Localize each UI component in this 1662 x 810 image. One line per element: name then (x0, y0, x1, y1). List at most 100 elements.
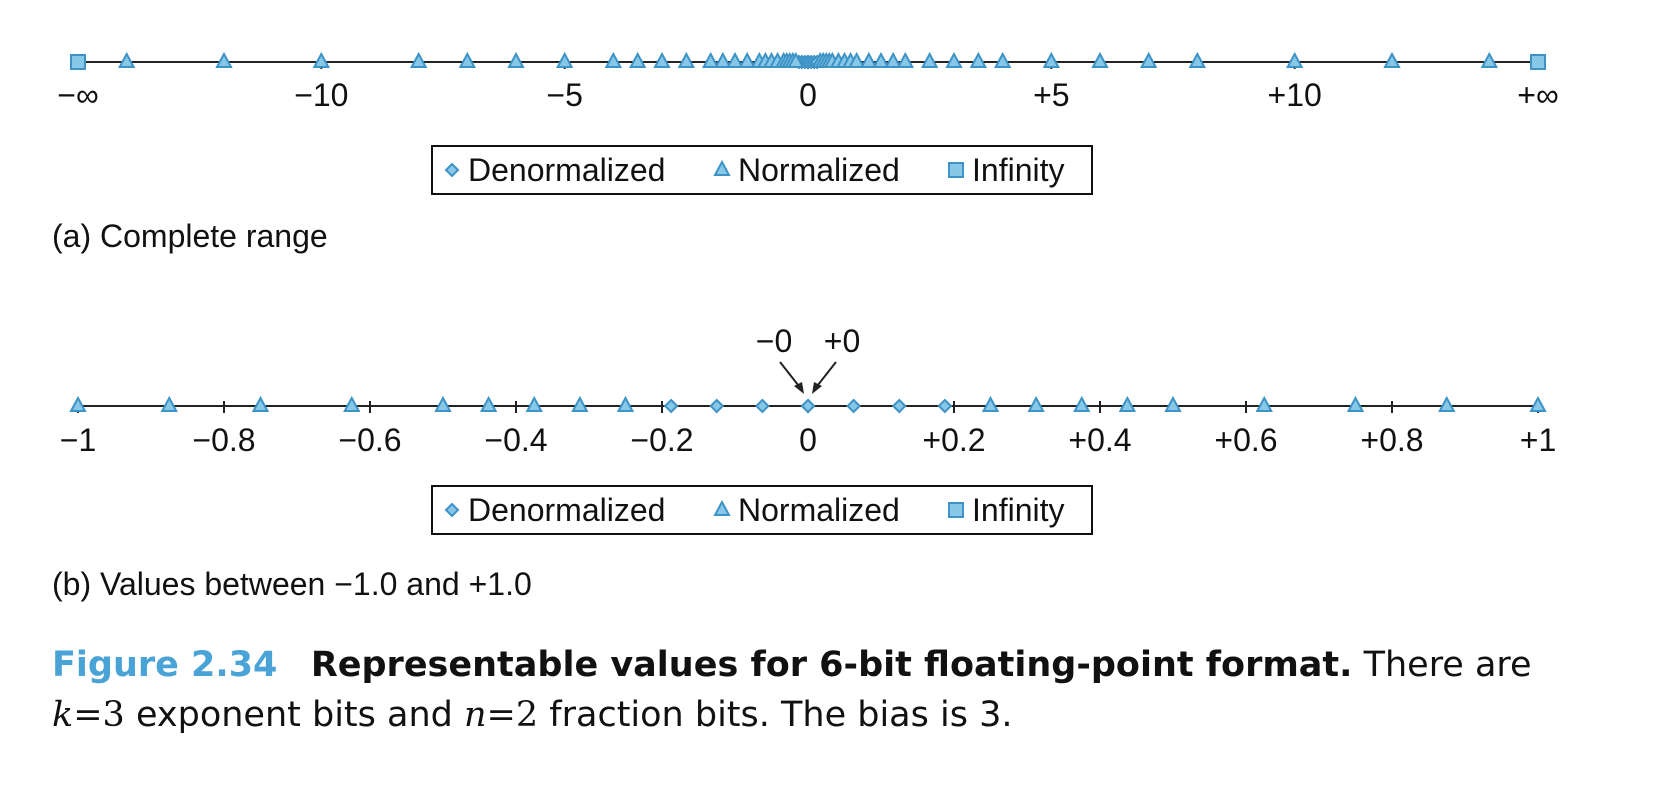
equals-n: = (486, 695, 516, 735)
caption-text-2: exponent bits and (135, 695, 453, 735)
normalized-point (604, 51, 623, 68)
legend-normalized-marker (713, 499, 731, 516)
caption-text-3: fraction bits. The bias is 3. (549, 695, 1013, 735)
legend-denormalized-label: Denormalized (468, 492, 665, 528)
var-k: k (52, 695, 74, 735)
normalized-point (1027, 395, 1045, 412)
legend-box (431, 485, 1093, 535)
infinity-point (1530, 54, 1546, 70)
normalized-point (1073, 395, 1091, 412)
caption-text-1: There are (1363, 645, 1532, 685)
normalized-point (479, 395, 498, 412)
tick-label: +1 (1520, 422, 1556, 458)
denormalized-point (891, 398, 907, 414)
normalized-point (117, 51, 136, 68)
chart-complete-range: −∞ −10 −5 0 +5 +10 +∞ Denormalized Normalized In… (57, 51, 1559, 195)
legend-normalized-label: Normalized (738, 152, 900, 188)
tick-label: +∞ (1517, 77, 1559, 113)
normalized-point (312, 51, 331, 68)
normalized-point (884, 51, 902, 68)
normalized-point (1139, 51, 1158, 68)
normalized-point (787, 51, 805, 68)
tick-label: −∞ (57, 77, 99, 113)
denormalized-point (754, 398, 770, 414)
normalized-point (860, 51, 878, 68)
tick-label: +5 (1033, 77, 1069, 113)
normalized-point (1255, 395, 1273, 412)
normalized-point (343, 395, 361, 412)
denormalized-point (800, 398, 816, 414)
tick-label: +10 (1268, 77, 1322, 113)
normalized-point (616, 395, 635, 412)
legend-denormalized-marker (444, 502, 460, 518)
var-n: n (464, 695, 487, 735)
normalized-point (726, 51, 744, 68)
legend-denormalized-marker (444, 162, 460, 178)
normalized-point (945, 51, 963, 68)
normalized-point (628, 51, 647, 68)
chart-unit-range: −1 −0.8 −0.6 −0.4 −0.2 0 +0.2 +0.4 +0.6 +0.8 +1 −0… (60, 323, 1556, 535)
normalized-point (969, 51, 988, 68)
normalized-point (1346, 395, 1365, 412)
normalized-point (555, 51, 574, 68)
denormalized-point (709, 398, 725, 414)
normalized-point (653, 51, 671, 68)
neg-zero-label: −0 (756, 323, 792, 359)
normalized-point (993, 51, 1012, 68)
tick-label: 0 (799, 422, 817, 458)
neg-zero-arrowhead (794, 382, 804, 394)
normalized-point (981, 395, 1000, 412)
marker-group-a (70, 51, 1546, 70)
tick-group-b: −1 −0.8 −0.6 −0.4 −0.2 0 +0.2 +0.4 +0.6 +0.8 +1 (60, 401, 1556, 458)
equals-k: = (73, 695, 103, 735)
figure-number: Figure 2.34 (52, 645, 278, 685)
normalized-point (1164, 395, 1182, 412)
zero-annotations: −0 +0 (756, 323, 860, 394)
tick-label: −0.4 (484, 422, 547, 458)
figure-title: Representable values for 6-bit floating-… (310, 645, 1353, 685)
value-k: 3 (102, 695, 125, 735)
legend-normalized-label: Normalized (738, 492, 900, 528)
marker-group-b (69, 395, 1547, 414)
tick-label: +0.2 (922, 422, 985, 458)
normalized-point (920, 51, 939, 68)
value-n: 2 (515, 695, 539, 735)
normalized-point (1042, 51, 1061, 68)
normalized-point (677, 51, 696, 68)
normalized-point (1188, 51, 1207, 68)
normalized-point (1480, 51, 1499, 68)
normalized-point (738, 51, 756, 68)
denormalized-point (937, 398, 953, 414)
normalized-point (69, 395, 87, 412)
legend-normalized-marker (713, 159, 731, 176)
normalized-point (160, 395, 178, 412)
legend-infinity-marker (948, 502, 964, 518)
normalized-point (872, 51, 890, 68)
normalized-point (215, 51, 233, 68)
pos-zero-arrowhead (812, 382, 822, 394)
tick-label: −1 (60, 422, 96, 458)
denormalized-point (846, 398, 862, 414)
tick-label: +0.8 (1360, 422, 1423, 458)
normalized-point (1383, 51, 1401, 68)
normalized-point (1529, 395, 1547, 412)
normalized-point (701, 51, 720, 68)
normalized-point (714, 51, 732, 68)
tick-label: −0.6 (338, 422, 401, 458)
legend-infinity-label: Infinity (972, 492, 1064, 528)
infinity-point (70, 54, 86, 70)
normalized-point (507, 51, 525, 68)
tick-label: +0.4 (1068, 422, 1131, 458)
normalized-point (1438, 395, 1456, 412)
normalized-point (525, 395, 543, 412)
normalized-point (458, 51, 477, 68)
legend-infinity-label: Infinity (972, 152, 1064, 188)
caption-complete-range: (a) Complete range (52, 218, 328, 254)
tick-label: −5 (546, 77, 582, 113)
normalized-point (434, 395, 452, 412)
denormalized-point (663, 398, 679, 414)
legend-box (431, 145, 1093, 195)
normalized-point (1118, 395, 1137, 412)
figure-caption: Figure 2.34 Representable values for 6-b… (52, 640, 1612, 740)
